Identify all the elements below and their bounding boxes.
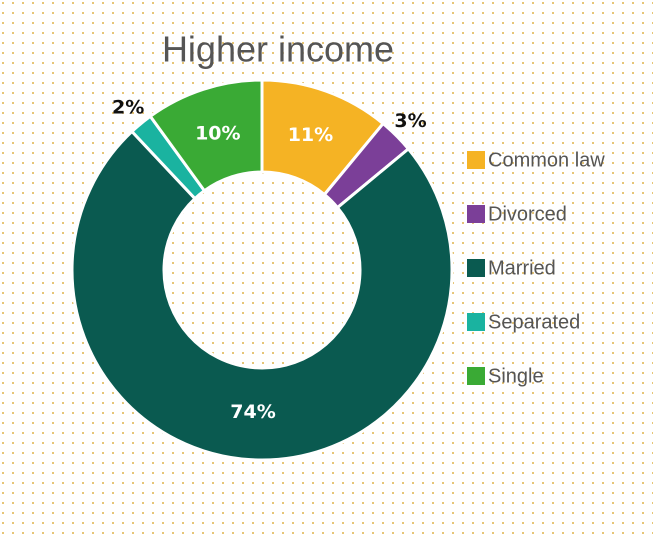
- legend-swatch: [467, 259, 485, 277]
- legend-label: Married: [488, 257, 556, 279]
- legend-label: Single: [488, 365, 544, 387]
- value-label: 11%: [288, 124, 333, 146]
- value-label: 3%: [394, 110, 426, 132]
- value-label: 10%: [195, 122, 240, 144]
- legend-label: Divorced: [488, 203, 567, 225]
- legend-swatch: [467, 313, 485, 331]
- legend-label: Common law: [488, 149, 605, 171]
- chart-title: Higher income: [162, 29, 394, 70]
- legend-swatch: [467, 367, 485, 385]
- value-label: 2%: [112, 97, 144, 119]
- legend-label: Separated: [488, 311, 580, 333]
- value-label: 74%: [230, 401, 275, 423]
- donut-slice: [70, 129, 454, 462]
- legend-swatch: [467, 151, 485, 169]
- legend-swatch: [467, 205, 485, 223]
- donut-slice: [148, 78, 264, 193]
